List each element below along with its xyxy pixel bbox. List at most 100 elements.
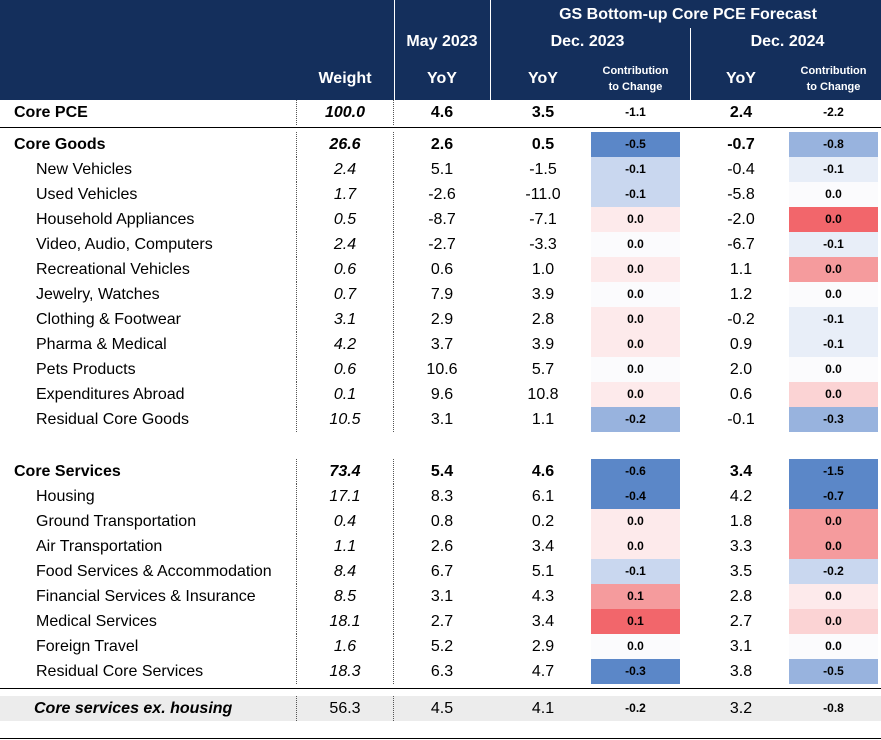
weight-cell: 0.6 bbox=[296, 257, 394, 282]
dec2024-yoy-cell: 2.4 bbox=[729, 104, 753, 121]
may2023-yoy-cell: 7.9 bbox=[430, 286, 454, 303]
row-label: Financial Services & Insurance bbox=[36, 588, 256, 605]
may2023-yoy-cell: 9.6 bbox=[430, 386, 454, 403]
dec2024-contribution-cell: 0.0 bbox=[789, 357, 878, 382]
dec2023-yoy-cell: 0.2 bbox=[531, 513, 555, 530]
dec2024-contribution-cell: -0.5 bbox=[789, 659, 878, 684]
row-label: Medical Services bbox=[36, 613, 157, 630]
dec2024-yoy-cell: 1.1 bbox=[729, 261, 753, 278]
dec2023-contribution-cell: -0.5 bbox=[591, 132, 680, 157]
dec2023-contribution-cell: 0.0 bbox=[591, 282, 680, 307]
dec2023-yoy-cell: 1.1 bbox=[531, 411, 555, 428]
dec2024-contribution-cell: 0.0 bbox=[789, 534, 878, 559]
table-row: Residual Core Services 18.3 6.3 4.7 -0.3 3.8 -… bbox=[0, 659, 881, 684]
row-label: Ground Transportation bbox=[36, 513, 197, 530]
dec2023-yoy-cell: -7.1 bbox=[529, 211, 557, 228]
table-row: Recreational Vehicles 0.6 0.6 1.0 0.0 1.1 0.0 bbox=[0, 257, 881, 282]
row-label: Pets Products bbox=[36, 361, 136, 378]
dec2023-yoy-cell: 3.5 bbox=[531, 104, 555, 121]
dec2024-yoy-cell: -6.7 bbox=[727, 236, 755, 253]
dec2023-yoy-cell: 2.8 bbox=[531, 311, 555, 328]
dec2023-contribution-cell: -0.3 bbox=[591, 659, 680, 684]
col-header-dec24-contrib: Contribution to Change bbox=[789, 63, 878, 95]
dec2024-yoy-cell: 3.1 bbox=[729, 638, 753, 655]
dec2023-yoy-cell: 3.4 bbox=[531, 538, 555, 555]
row-label: Core Goods bbox=[14, 136, 106, 153]
row-label: Clothing & Footwear bbox=[36, 311, 181, 328]
row-label: Core Services bbox=[14, 463, 121, 480]
col-header-dec2023: Dec. 2023 bbox=[550, 33, 625, 50]
weight-cell: 1.1 bbox=[296, 534, 394, 559]
table-row: Ground Transportation 0.4 0.8 0.2 0.0 1.8 0.0 bbox=[0, 509, 881, 534]
dec2023-contribution-cell: 0.0 bbox=[591, 382, 680, 407]
dec2023-contribution-cell: 0.0 bbox=[591, 357, 680, 382]
contrib-label-line2: to Change bbox=[806, 81, 861, 93]
dec2024-contribution-cell: 0.0 bbox=[789, 509, 878, 534]
may2023-yoy-cell: 3.1 bbox=[430, 588, 454, 605]
may2023-yoy-cell: 5.2 bbox=[430, 638, 454, 655]
dec2023-yoy-cell: 5.1 bbox=[531, 563, 555, 580]
row-label: Recreational Vehicles bbox=[36, 261, 190, 278]
weight-cell: 0.1 bbox=[296, 382, 394, 407]
dec2024-yoy-cell: -0.7 bbox=[727, 136, 755, 153]
contrib-label-line2: to Change bbox=[608, 81, 663, 93]
dec2024-yoy-cell: -0.1 bbox=[727, 411, 755, 428]
dec2024-contribution-cell: 0.0 bbox=[789, 634, 878, 659]
col-header-may2023: May 2023 bbox=[406, 33, 478, 50]
row-label: Household Appliances bbox=[36, 211, 195, 228]
table-row: Housing 17.1 8.3 6.1 -0.4 4.2 -0.7 bbox=[0, 484, 881, 509]
dec2024-contribution-cell: -0.7 bbox=[789, 484, 878, 509]
dec2023-contribution-cell: -0.1 bbox=[591, 157, 680, 182]
weight-cell: 0.7 bbox=[296, 282, 394, 307]
dec2023-yoy-cell: 10.8 bbox=[527, 386, 559, 403]
may2023-yoy-cell: 10.6 bbox=[426, 361, 458, 378]
weight-cell: 73.4 bbox=[296, 459, 394, 484]
may2023-yoy-cell: 5.1 bbox=[430, 161, 454, 178]
may2023-yoy-cell: 5.4 bbox=[430, 463, 454, 480]
dec2023-contribution-cell: 0.0 bbox=[591, 509, 680, 534]
col-header-dec24-yoy: YoY bbox=[726, 70, 756, 87]
table-header: GS Bottom-up Core PCE Forecast May 2023 … bbox=[0, 0, 881, 100]
col-header-may-yoy: YoY bbox=[427, 70, 457, 87]
row-label: Used Vehicles bbox=[36, 186, 138, 203]
dec2023-yoy-cell: 1.0 bbox=[531, 261, 555, 278]
table-row: Video, Audio, Computers 2.4 -2.7 -3.3 0.0 -6.… bbox=[0, 232, 881, 257]
dec2024-contribution-cell: -1.5 bbox=[789, 459, 878, 484]
dec2024-contribution-cell: 0.0 bbox=[789, 282, 878, 307]
dec2023-contribution-cell: 0.1 bbox=[591, 609, 680, 634]
weight-cell: 26.6 bbox=[296, 132, 394, 157]
dec2023-contribution-cell: 0.1 bbox=[591, 584, 680, 609]
weight-cell: 17.1 bbox=[296, 484, 394, 509]
dec2023-contribution-cell: -0.1 bbox=[591, 559, 680, 584]
row-label: Residual Core Services bbox=[36, 663, 204, 680]
dec2023-contribution-cell: 0.0 bbox=[591, 332, 680, 357]
dec2023-contribution-cell: 0.0 bbox=[591, 207, 680, 232]
dec2024-contribution-cell: 0.0 bbox=[789, 609, 878, 634]
dec2023-contribution-cell: -0.6 bbox=[591, 459, 680, 484]
contrib-label-line1: Contribution bbox=[602, 65, 669, 77]
weight-cell: 1.7 bbox=[296, 182, 394, 207]
may2023-yoy-cell: 3.1 bbox=[430, 411, 454, 428]
weight-cell: 1.6 bbox=[296, 634, 394, 659]
dec2024-yoy-cell: -0.4 bbox=[727, 161, 755, 178]
may2023-yoy-cell: 6.3 bbox=[430, 663, 454, 680]
dec2023-contribution-cell: -0.4 bbox=[591, 484, 680, 509]
dec2024-yoy-cell: -5.8 bbox=[727, 186, 755, 203]
dec2023-contribution-cell: 0.0 bbox=[591, 634, 680, 659]
col-header-dec23-contrib: Contribution to Change bbox=[591, 63, 680, 95]
dec2023-yoy-cell: 4.3 bbox=[531, 588, 555, 605]
may2023-yoy-cell: -2.6 bbox=[428, 186, 456, 203]
weight-cell: 8.5 bbox=[296, 584, 394, 609]
table-row: Household Appliances 0.5 -8.7 -7.1 0.0 -2.0 0.… bbox=[0, 207, 881, 232]
table-row: Jewelry, Watches 0.7 7.9 3.9 0.0 1.2 0.0 bbox=[0, 282, 881, 307]
table-row: Expenditures Abroad 0.1 9.6 10.8 0.0 0.6 0.0 bbox=[0, 382, 881, 407]
dec2024-yoy-cell: 3.2 bbox=[729, 700, 753, 717]
row-label: New Vehicles bbox=[36, 161, 133, 178]
row-label: Expenditures Abroad bbox=[36, 386, 185, 403]
table-row: Core services ex. housing 56.3 4.5 4.1 -0.2 3… bbox=[0, 696, 881, 721]
may2023-yoy-cell: 2.6 bbox=[430, 136, 454, 153]
may2023-yoy-cell: 3.7 bbox=[430, 336, 454, 353]
dec2024-contribution-cell: -0.1 bbox=[789, 307, 878, 332]
dec2024-yoy-cell: 3.5 bbox=[729, 563, 753, 580]
dec2023-yoy-cell: 4.1 bbox=[531, 700, 555, 717]
